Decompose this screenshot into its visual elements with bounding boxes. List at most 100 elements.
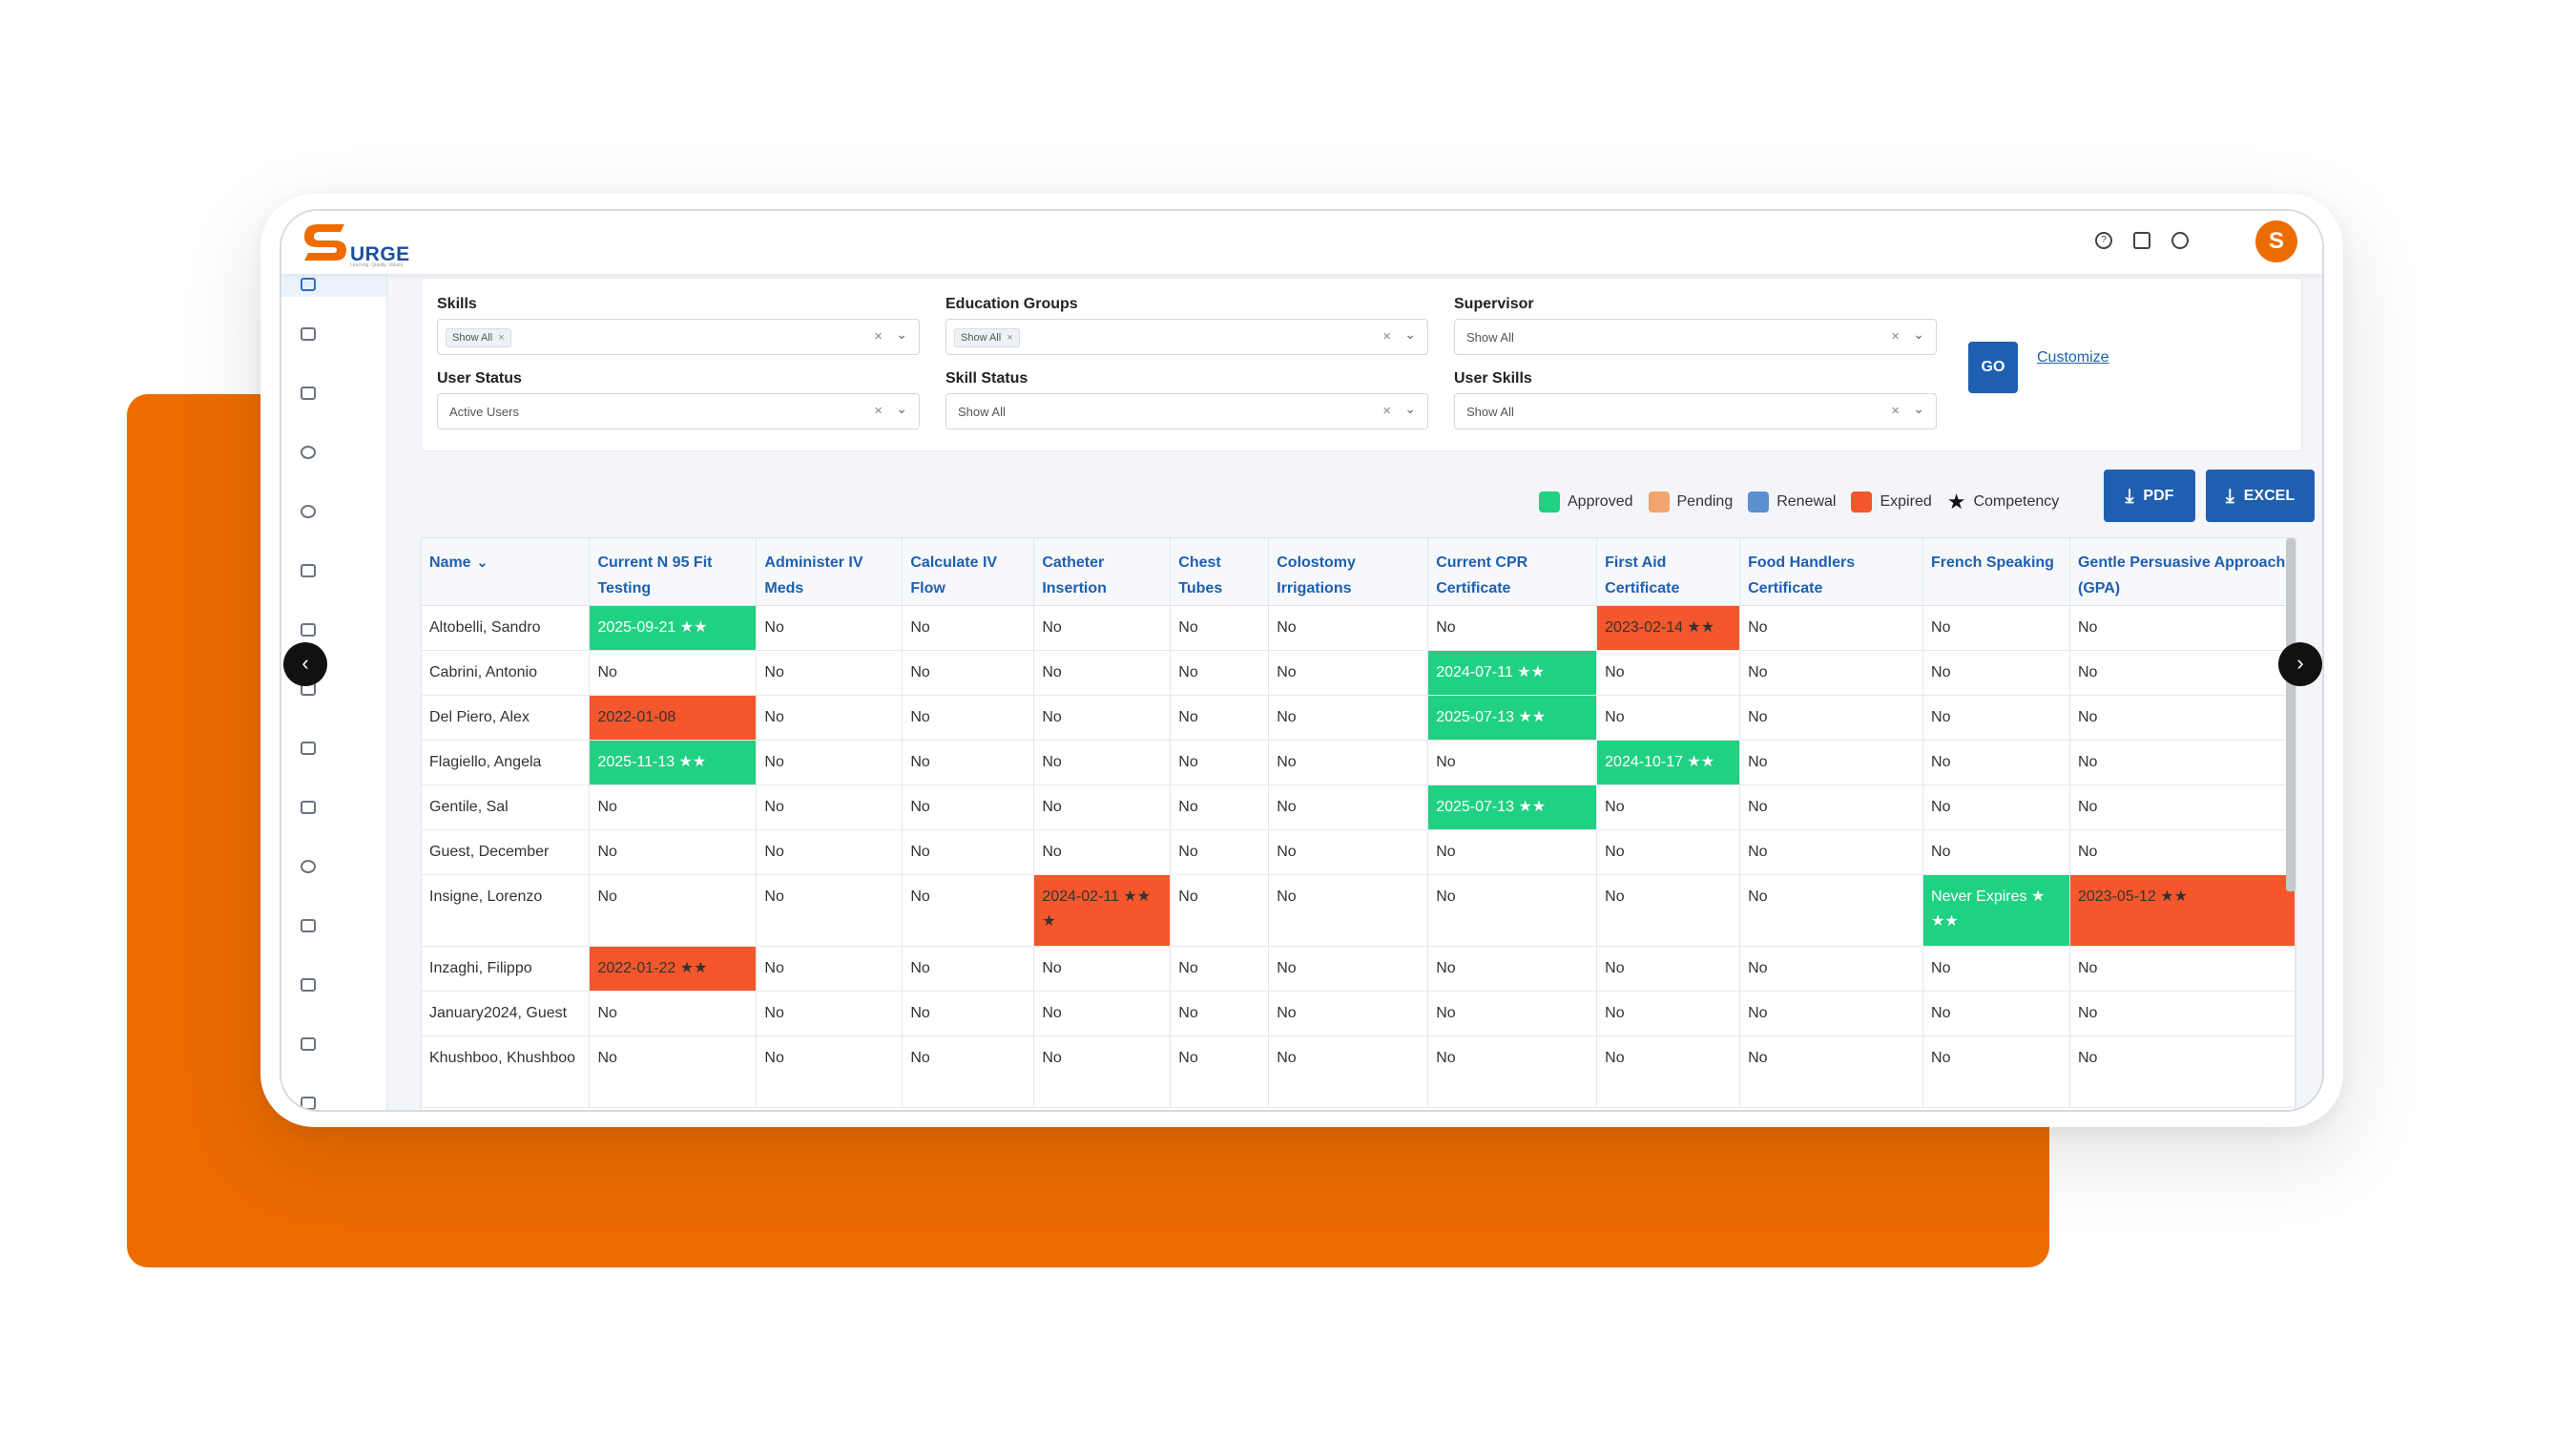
chat-icon[interactable] bbox=[301, 742, 316, 755]
schedule-icon[interactable] bbox=[301, 978, 316, 992]
skill-cell: No bbox=[756, 991, 904, 1036]
clear-icon[interactable]: × bbox=[1891, 403, 1900, 419]
skill-cell: No bbox=[1427, 740, 1598, 785]
chevron-down-icon[interactable]: ⌄ bbox=[1404, 401, 1416, 416]
column-header[interactable]: First Aid Certificate bbox=[1596, 538, 1741, 606]
column-header[interactable]: Chest Tubes bbox=[1170, 538, 1270, 606]
app-screen: URGE Learning. Quality. Values. ? S ‹ › … bbox=[280, 209, 2324, 1112]
documents-icon[interactable] bbox=[301, 327, 316, 341]
chevron-down-icon[interactable]: ⌄ bbox=[1913, 326, 1924, 342]
column-header[interactable]: Food Handlers Certificate bbox=[1739, 538, 1924, 606]
skill-status-select[interactable]: Show All × ⌄ bbox=[945, 393, 1428, 429]
column-header[interactable]: Gentle Persuasive Approach (GPA) bbox=[2069, 538, 2296, 606]
surge-logo[interactable]: URGE Learning. Quality. Values. bbox=[302, 219, 412, 268]
table-row[interactable]: Insigne, Lorenzo No No No 2024-02-11 ★★ ★ No N… bbox=[422, 874, 2296, 947]
table-row[interactable]: Flagiello, Angela 2025-11-13 ★★ No No No No No… bbox=[422, 740, 2296, 785]
globe-icon[interactable] bbox=[301, 505, 316, 518]
table-row[interactable]: January2024, Guest No No No No No No No No No No No bbox=[422, 991, 2296, 1036]
user-skills-select[interactable]: Show All × ⌄ bbox=[1454, 393, 1937, 429]
skill-cell: No bbox=[1739, 991, 1924, 1036]
clear-icon[interactable]: × bbox=[1891, 328, 1900, 345]
user-name-cell[interactable]: Del Piero, Alex bbox=[422, 695, 591, 741]
skill-cell: No bbox=[1427, 946, 1598, 992]
chevron-down-icon[interactable]: ⌄ bbox=[896, 401, 907, 416]
legend-approved-label: Approved bbox=[1568, 493, 1633, 510]
user-name-cell[interactable]: Flagiello, Angela bbox=[422, 740, 591, 785]
education-groups-chip[interactable]: Show All × bbox=[954, 328, 1020, 347]
user-name-cell[interactable]: Cabrini, Antonio bbox=[422, 650, 591, 696]
person-icon[interactable] bbox=[301, 919, 316, 932]
user-name-cell[interactable]: Inzaghi, Filippo bbox=[422, 946, 591, 992]
gallery-icon[interactable] bbox=[301, 1097, 316, 1110]
help-icon[interactable]: ? bbox=[2095, 232, 2112, 249]
skill-cell: No bbox=[589, 874, 758, 947]
table-row[interactable]: Del Piero, Alex 2022-01-08 No No No No No 2025-… bbox=[422, 695, 2296, 741]
sidebar-active-item[interactable] bbox=[281, 274, 386, 297]
column-header[interactable]: Administer IV Meds bbox=[756, 538, 904, 606]
next-arrow-icon[interactable]: › bbox=[2278, 642, 2322, 686]
excel-button[interactable]: ⤓ EXCEL bbox=[2206, 470, 2315, 522]
go-button[interactable]: GO bbox=[1968, 342, 2018, 393]
clear-icon[interactable]: × bbox=[874, 328, 883, 345]
book-icon[interactable] bbox=[301, 1037, 316, 1051]
user-name-cell[interactable]: Khushboo, Khushboo bbox=[422, 1035, 591, 1108]
library-icon[interactable] bbox=[301, 387, 316, 400]
table-row[interactable]: Cabrini, Antonio No No No No No No 2024-07-11 ★… bbox=[422, 650, 2296, 696]
user-name-cell[interactable]: January2024, Guest bbox=[422, 991, 591, 1036]
supervisor-select[interactable]: Show All × ⌄ bbox=[1454, 319, 1937, 355]
skill-cell: No bbox=[1033, 740, 1172, 785]
dashboard-icon[interactable] bbox=[301, 278, 316, 291]
skill-cell: No bbox=[756, 695, 904, 741]
clear-icon[interactable]: × bbox=[1382, 328, 1391, 345]
mail-icon[interactable] bbox=[2133, 232, 2150, 249]
skill-cell: No bbox=[1033, 695, 1172, 741]
table-row[interactable]: Inzaghi, Filippo 2022-01-22 ★★ No No No No No N… bbox=[422, 946, 2296, 992]
chevron-down-icon[interactable]: ⌄ bbox=[896, 326, 907, 342]
sidebar bbox=[281, 274, 387, 1110]
chip-remove-icon[interactable]: × bbox=[1007, 332, 1013, 344]
column-header[interactable]: Calculate IV Flow bbox=[902, 538, 1035, 606]
skills-select[interactable]: Show All × × ⌄ bbox=[437, 319, 920, 355]
user-name-cell[interactable]: Altobelli, Sandro bbox=[422, 605, 591, 651]
table-row[interactable]: Altobelli, Sandro 2025-09-21 ★★ No No No No No… bbox=[422, 605, 2296, 651]
chip-remove-icon[interactable]: × bbox=[498, 332, 505, 344]
education-groups-select[interactable]: Show All × × ⌄ bbox=[945, 319, 1428, 355]
expired-swatch bbox=[1851, 491, 1873, 512]
sort-chevron-icon[interactable]: ⌄ bbox=[476, 554, 488, 570]
download-icon: ⤓ bbox=[2225, 485, 2234, 507]
user-status-label: User Status bbox=[437, 370, 522, 387]
table-row[interactable]: Gentile, Sal No No No No No No 2025-07-13 ★★ No N… bbox=[422, 784, 2296, 830]
skill-cell: No bbox=[1922, 829, 2070, 875]
bell-icon[interactable] bbox=[2171, 232, 2189, 249]
prev-arrow-icon[interactable]: ‹ bbox=[283, 642, 327, 686]
media-icon[interactable] bbox=[301, 623, 316, 637]
skill-cell: No bbox=[1170, 740, 1270, 785]
column-header[interactable]: Current N 95 Fit Testing bbox=[589, 538, 758, 606]
user-name-cell[interactable]: Guest, December bbox=[422, 829, 591, 875]
user-name-cell[interactable]: Insigne, Lorenzo bbox=[422, 874, 591, 947]
customize-link[interactable]: Customize bbox=[2037, 349, 2109, 366]
users-icon[interactable] bbox=[301, 446, 316, 459]
skills-chip[interactable]: Show All × bbox=[446, 328, 511, 347]
column-header[interactable]: Current CPR Certificate bbox=[1427, 538, 1598, 606]
table-scrollbar[interactable] bbox=[2286, 538, 2296, 891]
user-name-cell[interactable]: Gentile, Sal bbox=[422, 784, 591, 830]
table-row[interactable]: Guest, December No No No No No No No No No No No bbox=[422, 829, 2296, 875]
pdf-button[interactable]: ⤓ PDF bbox=[2104, 470, 2195, 522]
skill-expired-cell: 2023-05-12 ★★ bbox=[2069, 874, 2296, 947]
user-status-select[interactable]: Active Users × ⌄ bbox=[437, 393, 920, 429]
skill-cell: No bbox=[1739, 650, 1924, 696]
column-header-name[interactable]: Name ⌄ bbox=[422, 538, 591, 606]
settings-icon[interactable] bbox=[301, 860, 316, 873]
calendar-icon[interactable] bbox=[301, 564, 316, 577]
column-header[interactable]: Colostomy Irrigations bbox=[1268, 538, 1429, 606]
avatar[interactable]: S bbox=[2255, 220, 2297, 262]
table-row[interactable]: Khushboo, Khushboo No No No No No No No No No No No bbox=[422, 1035, 2296, 1108]
chevron-down-icon[interactable]: ⌄ bbox=[1913, 401, 1924, 416]
chevron-down-icon[interactable]: ⌄ bbox=[1404, 326, 1416, 342]
column-header[interactable]: French Speaking bbox=[1922, 538, 2070, 606]
column-header[interactable]: Catheter Insertion bbox=[1033, 538, 1172, 606]
clear-icon[interactable]: × bbox=[1382, 403, 1391, 419]
checklist-icon[interactable] bbox=[301, 801, 316, 814]
clear-icon[interactable]: × bbox=[874, 403, 883, 419]
